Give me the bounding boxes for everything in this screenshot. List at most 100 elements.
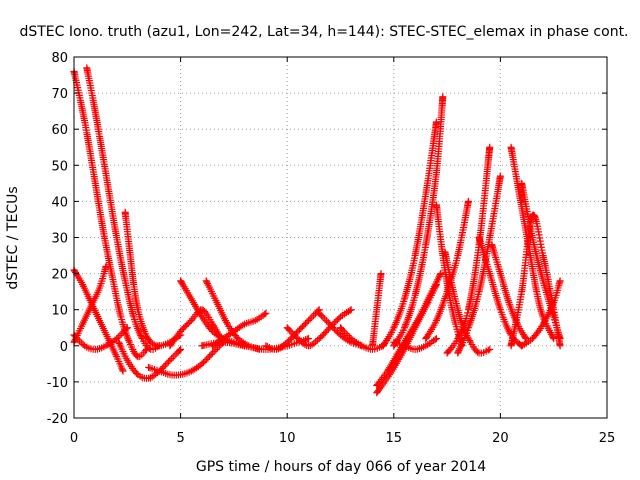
series-6: [115, 338, 185, 382]
data-point: [432, 317, 440, 325]
data-point: [454, 335, 462, 343]
data-point: [201, 357, 209, 365]
data-point: [161, 361, 169, 369]
data-point: [303, 318, 311, 326]
series-22: [390, 335, 440, 353]
data-point: [262, 309, 270, 317]
data-point: [431, 335, 439, 343]
axis-ticks: 0 5 10 15 20 25 -20 -10 0 10 20 30 40 50 60 70 80: [47, 51, 616, 446]
x-tick-label: 5: [176, 431, 184, 446]
data-point: [285, 326, 293, 334]
data-point: [464, 197, 472, 205]
data-point: [297, 324, 305, 332]
data-point: [140, 326, 148, 334]
data-point: [456, 330, 464, 338]
x-tick-label: 20: [492, 431, 509, 446]
y-axis-label: dSTEC / TECUs: [5, 186, 21, 289]
data-point: [160, 363, 168, 371]
series-28: [475, 234, 526, 350]
data-point: [202, 355, 210, 363]
data-point: [285, 337, 293, 345]
data-point: [206, 352, 214, 360]
series-21: [390, 93, 447, 350]
data-point: [186, 318, 194, 326]
data-point: [400, 324, 408, 332]
series-1: [83, 64, 163, 353]
data-point: [390, 324, 398, 332]
series-33: [518, 277, 564, 350]
data-point: [286, 335, 294, 343]
y-tick-label: 80: [51, 51, 68, 66]
data-point: [437, 270, 445, 278]
data-point: [377, 270, 385, 278]
data-point: [79, 341, 87, 349]
data-point: [233, 333, 241, 341]
data-point: [301, 320, 309, 328]
x-tick-label: 0: [70, 431, 78, 446]
y-tick-label: 10: [51, 304, 68, 319]
data-point: [177, 345, 185, 353]
data-point: [178, 326, 186, 334]
data-point: [329, 323, 337, 331]
data-point: [347, 306, 355, 314]
data-point: [122, 325, 130, 333]
data-point: [164, 358, 172, 366]
data-point: [207, 351, 215, 359]
data-point: [332, 327, 340, 335]
data-point: [326, 320, 334, 328]
data-point: [401, 322, 409, 330]
data-point: [300, 321, 308, 329]
data-point: [118, 364, 126, 372]
data-point: [486, 345, 494, 353]
y-tick-label: -10: [47, 376, 68, 391]
data-point: [455, 333, 463, 341]
data-point: [72, 269, 80, 276]
data-point: [432, 335, 440, 343]
data-point: [375, 379, 383, 387]
data-point: [176, 346, 184, 354]
data-point: [201, 307, 209, 315]
data-point: [305, 335, 313, 343]
data-point: [486, 143, 494, 151]
data-point: [295, 326, 303, 334]
data-point: [320, 330, 328, 338]
data-point: [113, 335, 121, 343]
data-point: [324, 318, 332, 326]
data-point: [203, 279, 211, 287]
data-points: [70, 64, 564, 397]
data-point: [207, 326, 215, 334]
data-point: [115, 339, 123, 347]
series-16: [337, 324, 387, 353]
data-point: [439, 93, 447, 101]
data-point: [496, 172, 504, 180]
data-point: [402, 321, 410, 329]
data-point: [166, 356, 174, 364]
data-point: [223, 318, 231, 326]
data-point: [145, 345, 153, 353]
data-point: [556, 342, 564, 350]
data-point: [346, 306, 354, 314]
data-point: [203, 278, 211, 286]
data-point: [317, 333, 325, 341]
data-point: [199, 358, 207, 366]
y-tick-label: 20: [51, 268, 68, 283]
data-point: [324, 325, 332, 333]
x-axis-label: GPS time / hours of day 066 of year 2014: [196, 459, 486, 475]
data-point: [123, 324, 131, 332]
data-point: [463, 312, 471, 320]
y-tick-label: -20: [47, 412, 68, 427]
data-point: [294, 327, 302, 335]
data-point: [184, 320, 192, 328]
y-tick-label: 40: [51, 195, 68, 210]
data-point: [556, 277, 564, 285]
data-point: [317, 312, 325, 320]
series-3: [70, 262, 110, 346]
data-point: [327, 322, 335, 330]
data-point: [298, 323, 306, 331]
data-point: [455, 346, 463, 354]
y-tick-label: 50: [51, 159, 68, 174]
data-point: [330, 325, 338, 333]
data-point: [458, 327, 466, 335]
y-tick-label: 0: [60, 340, 68, 355]
